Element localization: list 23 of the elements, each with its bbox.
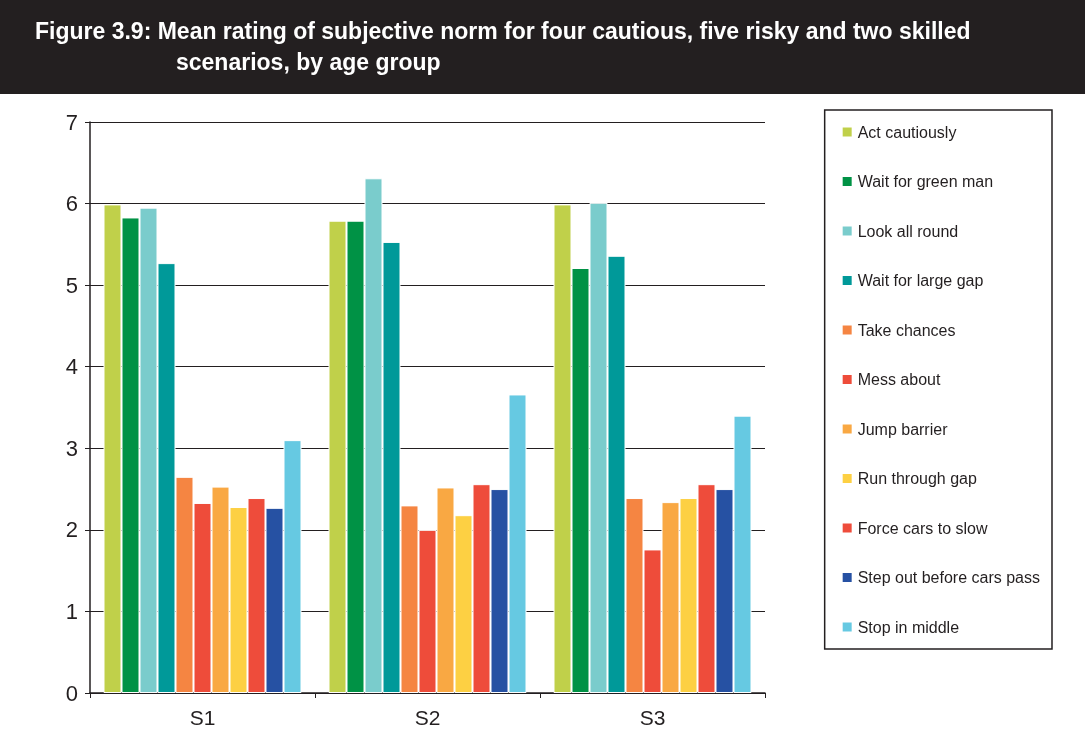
y-tick-label: 0 [65, 680, 78, 706]
x-tick-label: S2 [414, 706, 441, 729]
x-tick-label: S1 [189, 706, 216, 729]
legend-label: Take chances [857, 321, 956, 339]
y-tick-label: 5 [65, 272, 78, 298]
x-tick-label: S3 [639, 706, 666, 729]
legend-label: Step out before cars pass [857, 569, 1040, 586]
legend-label: Look all round [857, 222, 959, 240]
y-tick-label: 3 [65, 435, 78, 461]
legend-label: Act cautiously [857, 123, 957, 141]
y-tick-label: 6 [65, 191, 78, 217]
legend-label: Force cars to slow [857, 519, 988, 537]
legend-label: Run through gap [857, 470, 977, 487]
y-tick-label: 1 [65, 598, 78, 624]
chart-title: Figure 3.9: Mean rating of subjective norm for four cautious, five risky and two skilled scenarios, by age group [0, 0, 1085, 94]
y-tick-label: 7 [65, 109, 78, 135]
legend-label: Wait for large gap [857, 272, 984, 289]
legend-label: Wait for green man [857, 173, 994, 190]
y-tick-label: 2 [65, 517, 78, 543]
legend-label: Stop in middle [857, 618, 960, 636]
legend-label: Mess about [857, 371, 941, 388]
y-tick-label: 4 [65, 354, 78, 380]
legend-label: Jump barrier [857, 420, 949, 438]
